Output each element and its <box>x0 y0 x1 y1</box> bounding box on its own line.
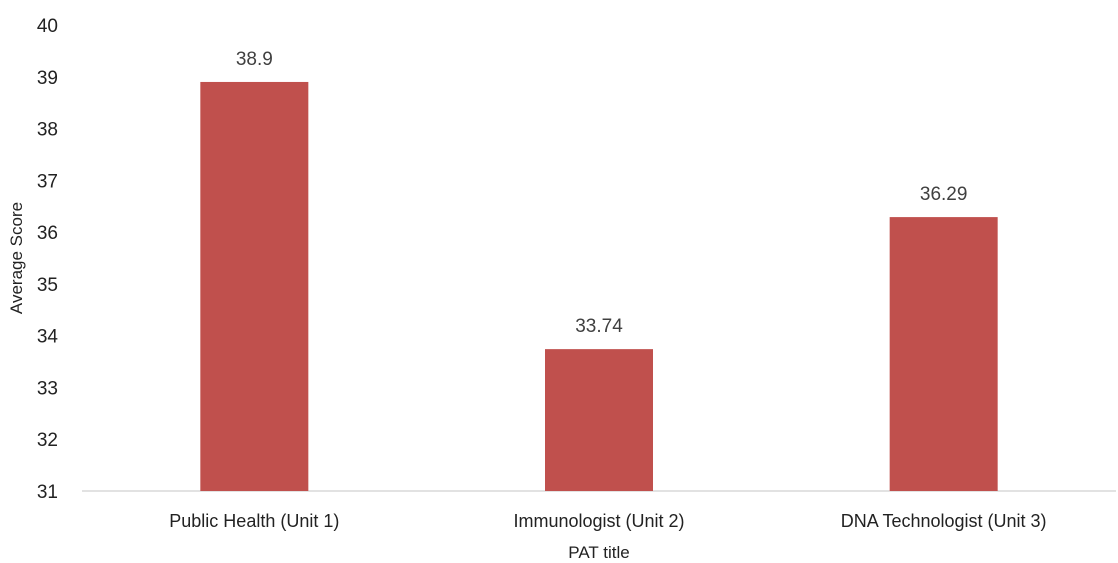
x-tick-label: Public Health (Unit 1) <box>169 511 339 531</box>
x-tick-label: DNA Technologist (Unit 3) <box>841 511 1047 531</box>
y-tick-label: 37 <box>37 171 58 192</box>
y-tick-label: 36 <box>37 223 58 244</box>
bars <box>200 81 998 491</box>
y-tick-label: 38 <box>37 120 58 141</box>
bar <box>200 81 309 491</box>
y-tick-label: 33 <box>37 378 58 399</box>
y-axis-ticks: 31 32 33 34 35 36 37 38 39 40 <box>37 16 59 503</box>
y-axis-title: Average Score <box>7 202 26 314</box>
x-axis-category-labels: Public Health (Unit 1) Immunologist (Unit… <box>169 511 1046 531</box>
x-axis-title: PAT title <box>568 543 629 562</box>
x-tick-label: Immunologist (Unit 2) <box>513 511 684 531</box>
bar-value-label: 33.74 <box>575 316 623 337</box>
bar <box>889 217 998 491</box>
bar-value-label: 36.29 <box>920 184 968 205</box>
y-tick-label: 31 <box>37 482 58 503</box>
y-tick-label: 40 <box>37 16 58 37</box>
y-tick-label: 34 <box>37 327 59 348</box>
bar-value-label: 38.9 <box>236 49 273 70</box>
y-tick-label: 35 <box>37 275 58 296</box>
bar <box>545 349 653 491</box>
y-tick-label: 39 <box>37 68 58 89</box>
y-tick-label: 32 <box>37 430 58 451</box>
data-labels: 38.9 33.74 36.29 <box>236 49 968 337</box>
